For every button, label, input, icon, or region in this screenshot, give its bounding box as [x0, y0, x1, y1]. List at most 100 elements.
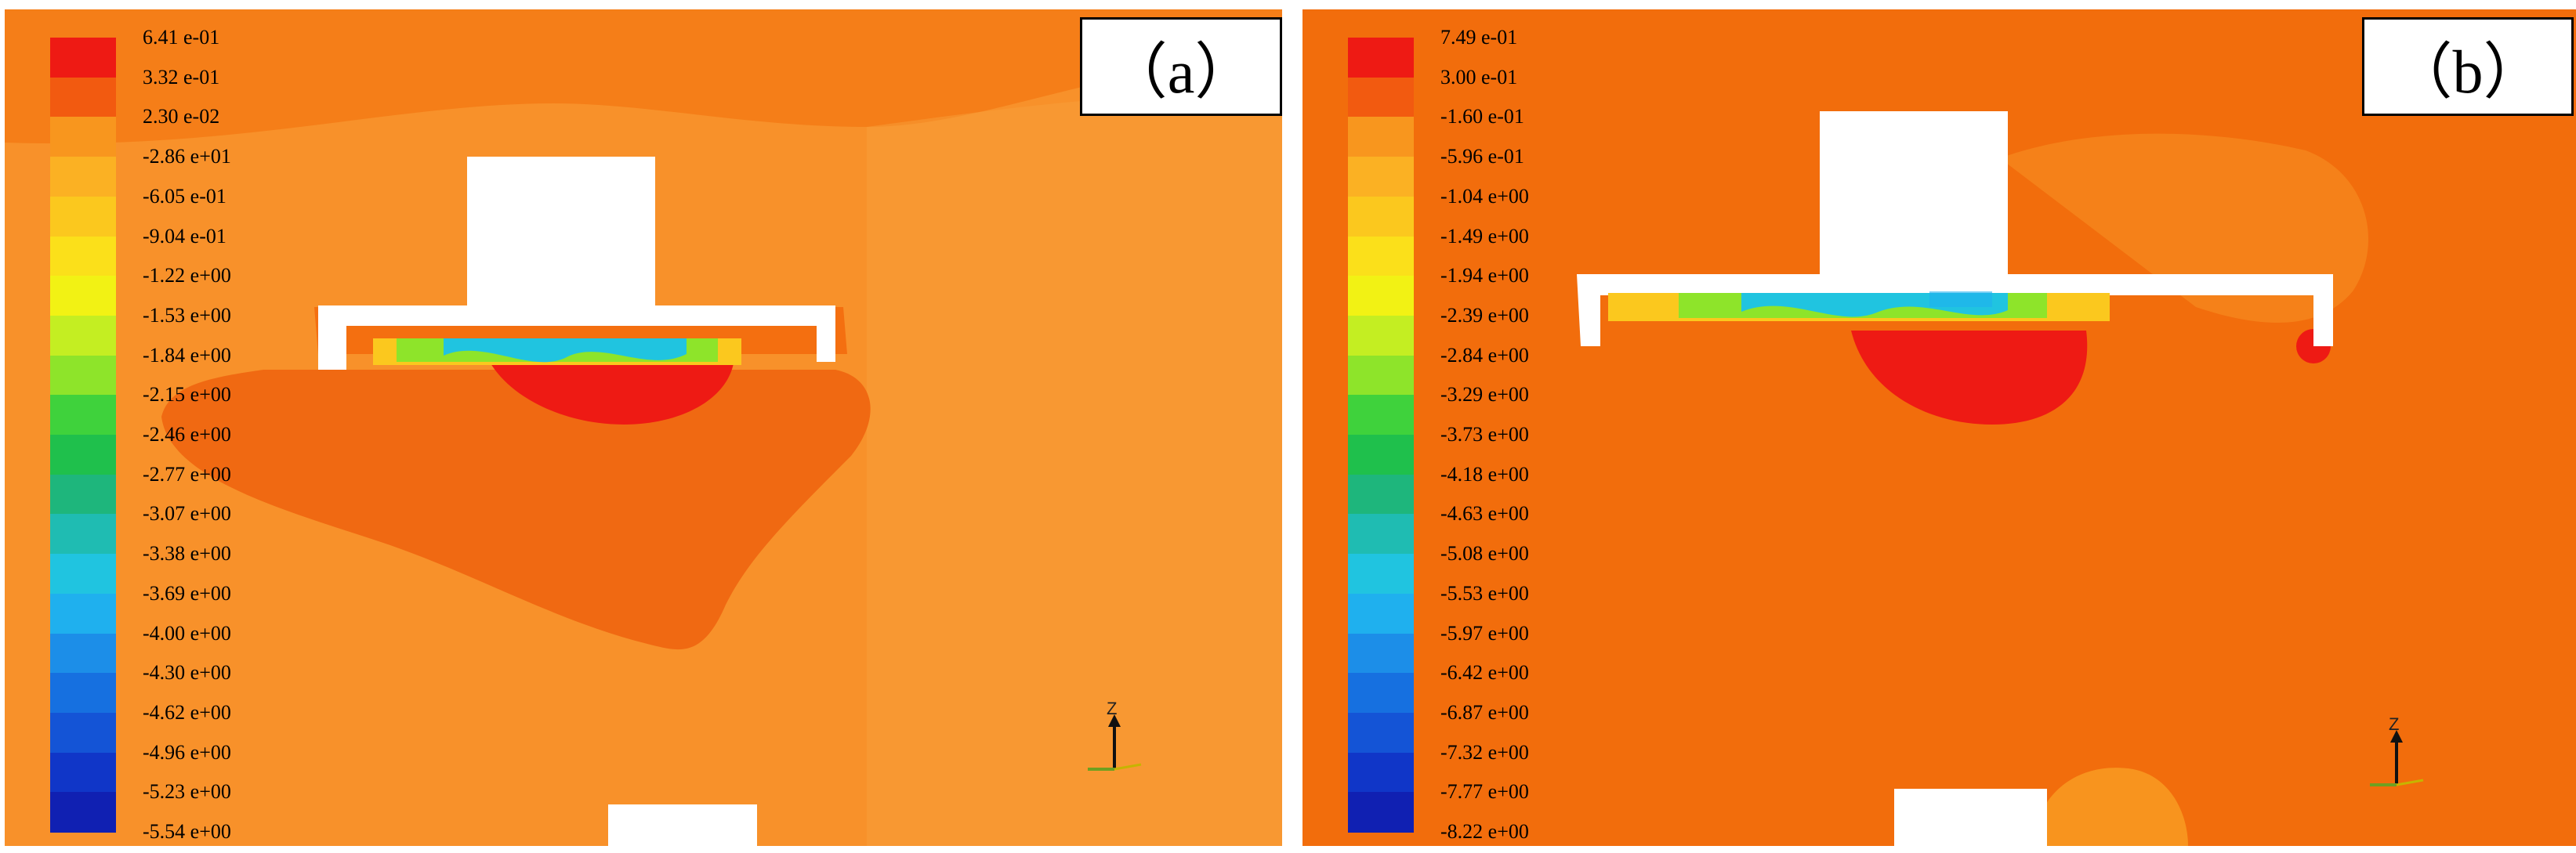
legend-tick-label: -1.22 e+00: [143, 264, 231, 287]
legend-swatch: [1348, 712, 1414, 754]
legend-swatch: [1348, 236, 1414, 277]
legend-tick-label: -4.63 e+00: [1440, 502, 1529, 526]
legend-swatch: [50, 554, 116, 595]
legend-swatch: [1348, 673, 1414, 714]
legend-tick-label: -1.53 e+00: [143, 303, 231, 327]
legend-tick-label: 3.32 e-01: [143, 65, 220, 89]
legend-tick-label: -3.07 e+00: [143, 502, 231, 526]
legend-swatch: [50, 395, 116, 436]
legend-swatch: [1348, 157, 1414, 197]
legend-tick-label: -1.60 e-01: [1440, 105, 1524, 128]
axis-triad-icon: Z: [1080, 699, 1150, 777]
legend-swatch: [1348, 435, 1414, 475]
legend-swatch: [1348, 38, 1414, 78]
legend-tick-label: -4.00 e+00: [143, 621, 231, 645]
legend-tick-label: -3.29 e+00: [1440, 383, 1529, 407]
legend-swatch: [50, 752, 116, 793]
legend-swatch: [1348, 752, 1414, 793]
legend-swatch: [1348, 315, 1414, 356]
gap-band-inner: [444, 338, 687, 363]
legend-tick-label: -4.30 e+00: [143, 661, 231, 685]
legend-tick-label: -5.96 e-01: [1440, 145, 1524, 168]
legend-tick-label: -3.73 e+00: [1440, 423, 1529, 446]
legend-swatch: [1348, 395, 1414, 436]
legend-swatch: [50, 315, 116, 356]
legend-tick-label: -5.53 e+00: [1440, 581, 1529, 605]
contour-field-b: [1302, 9, 2576, 846]
legend-tick-label: -6.05 e-01: [143, 184, 226, 208]
legend-color-bar: [1348, 38, 1414, 833]
legend-swatch: [50, 474, 116, 515]
legend-swatch: [50, 435, 116, 475]
right-flow-region: [867, 94, 1282, 846]
legend-tick-label: 7.49 e-01: [1440, 26, 1518, 49]
contour-panel-b: 7.49 e-01 3.00 e-01 -1.60 e-01 -5.96 e-01 -1…: [1302, 9, 2576, 846]
legend-swatch: [50, 157, 116, 197]
axis-label: Z: [1107, 699, 1118, 718]
legend-tick-label: -5.97 e+00: [1440, 621, 1529, 645]
contour-field-a: [5, 9, 1282, 846]
legend-tick-label: -2.46 e+00: [143, 423, 231, 446]
wall-plate: [1577, 274, 2333, 346]
contour-panel-a: 6.41 e-01 3.32 e-01 2.30 e-02 -2.86 e+01 -6.…: [5, 9, 1282, 846]
high-value-zone: [491, 363, 734, 425]
axis-arrows-icon: [2370, 730, 2424, 786]
legend-swatch: [50, 514, 116, 555]
legend-swatch: [1348, 196, 1414, 237]
legend-tick-label: -5.54 e+00: [143, 820, 231, 843]
wall-plate: [318, 305, 835, 370]
axis-arrows-icon: [1088, 714, 1142, 771]
legend-swatch: [50, 196, 116, 237]
legend-swatch: [50, 355, 116, 396]
lower-flow-region: [2031, 768, 2188, 846]
legend-swatch: [1348, 514, 1414, 555]
legend-swatch: [50, 673, 116, 714]
legend-tick-label: -3.69 e+00: [143, 581, 231, 605]
legend-swatch: [50, 236, 116, 277]
upper-flow-region: [5, 9, 1282, 144]
legend-tick-label: -6.87 e+00: [1440, 700, 1529, 724]
legend-tick-label: 3.00 e-01: [1440, 65, 1518, 89]
legend-tick-label: -2.84 e+00: [1440, 343, 1529, 367]
legend-tick-label: -2.15 e+00: [143, 383, 231, 407]
legend-swatch: [1348, 554, 1414, 595]
legend-swatch: [1348, 792, 1414, 833]
wall-column: [467, 157, 655, 321]
axis-triad-icon: Z: [2362, 714, 2433, 793]
legend-color-bar: [50, 38, 116, 833]
legend-tick-label: -3.38 e+00: [143, 542, 231, 566]
legend-swatch: [50, 276, 116, 316]
legend-tick-label: 6.41 e-01: [143, 26, 220, 49]
legend-swatch: [50, 117, 116, 158]
legend-tick-label: -1.84 e+00: [143, 343, 231, 367]
gap-band-core: [1929, 291, 1992, 307]
wall-column: [1820, 111, 2008, 291]
legend-swatch: [1348, 633, 1414, 674]
legend-tick-label: -2.39 e+00: [1440, 303, 1529, 327]
legend-tick-label: -9.04 e-01: [143, 224, 226, 248]
legend-tick-label: -4.18 e+00: [1440, 462, 1529, 486]
legend-swatch: [1348, 474, 1414, 515]
legend-tick-label: -7.32 e+00: [1440, 740, 1529, 764]
wake-region: [161, 370, 871, 650]
panel-label: （a）: [1080, 17, 1282, 116]
legend-swatch: [1348, 593, 1414, 634]
legend-swatch: [50, 792, 116, 833]
legend-tick-label: -4.62 e+00: [143, 700, 231, 724]
legend-swatch: [50, 633, 116, 674]
legend-tick-label: -4.96 e+00: [143, 740, 231, 764]
axis-label: Z: [2389, 714, 2400, 734]
legend-tick-label: -6.42 e+00: [1440, 661, 1529, 685]
legend-tick-label: -1.94 e+00: [1440, 264, 1529, 287]
legend-swatch: [1348, 276, 1414, 316]
legend-swatch: [1348, 117, 1414, 158]
legend-tick-label: -1.49 e+00: [1440, 224, 1529, 248]
legend-tick-label: -2.77 e+00: [143, 462, 231, 486]
color-legend-a: 6.41 e-01 3.32 e-01 2.30 e-02 -2.86 e+01 -6.…: [39, 9, 368, 846]
lower-wall: [1894, 789, 2047, 846]
legend-swatch: [1348, 355, 1414, 396]
legend-swatch: [50, 77, 116, 118]
legend-tick-label: -5.08 e+00: [1440, 542, 1529, 566]
legend-tick-label: -1.04 e+00: [1440, 184, 1529, 208]
legend-tick-label: 2.30 e-02: [143, 105, 220, 128]
